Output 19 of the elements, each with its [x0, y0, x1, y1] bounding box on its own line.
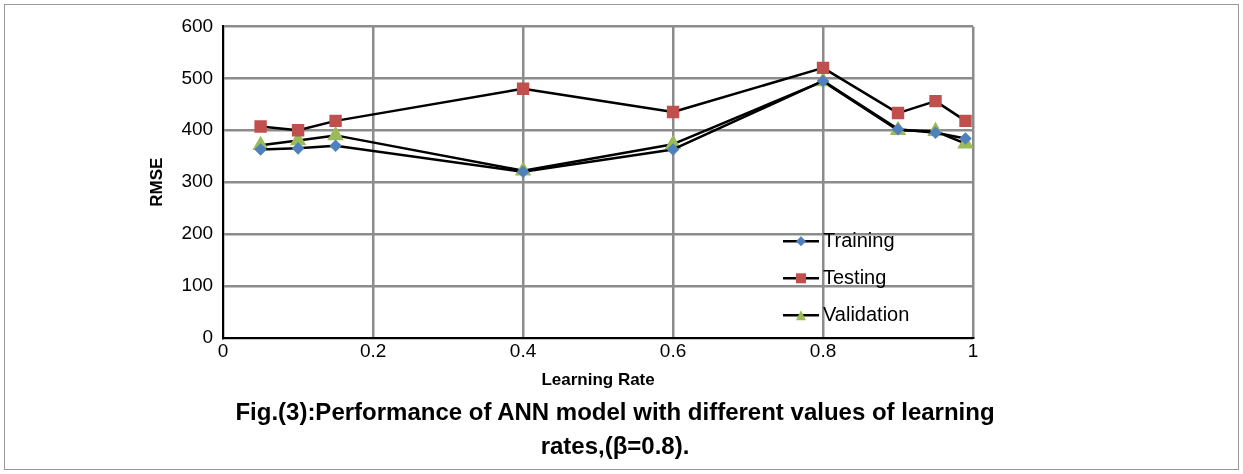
y-tick-label: 600	[181, 14, 214, 36]
x-axis-title: Learning Rate	[541, 370, 655, 390]
y-tick-label: 100	[181, 274, 214, 296]
text: Fig.(3):Performance of ANN model with different values of learning rates,(β=0.8).	[235, 397, 995, 461]
x-tick-label: 1	[967, 340, 979, 362]
x-tick-label: 0	[217, 340, 229, 362]
y-tick-label: 0	[202, 326, 214, 348]
y-axis-title: RMSE	[146, 157, 166, 207]
legend-label: Testing	[823, 265, 887, 288]
y-tick-label: 400	[181, 118, 214, 140]
x-tick-label: 0.4	[509, 340, 537, 362]
y-tick-label: 500	[181, 66, 214, 88]
x-tick-label: 0.8	[809, 340, 837, 362]
x-tick-label: 0.2	[359, 340, 387, 362]
y-tick-label: 200	[181, 222, 214, 244]
x-tick-label: 0.6	[659, 340, 687, 362]
legend-label: Validation	[823, 302, 910, 325]
legend-label: Training	[823, 228, 895, 251]
y-tick-label: 300	[181, 170, 214, 192]
